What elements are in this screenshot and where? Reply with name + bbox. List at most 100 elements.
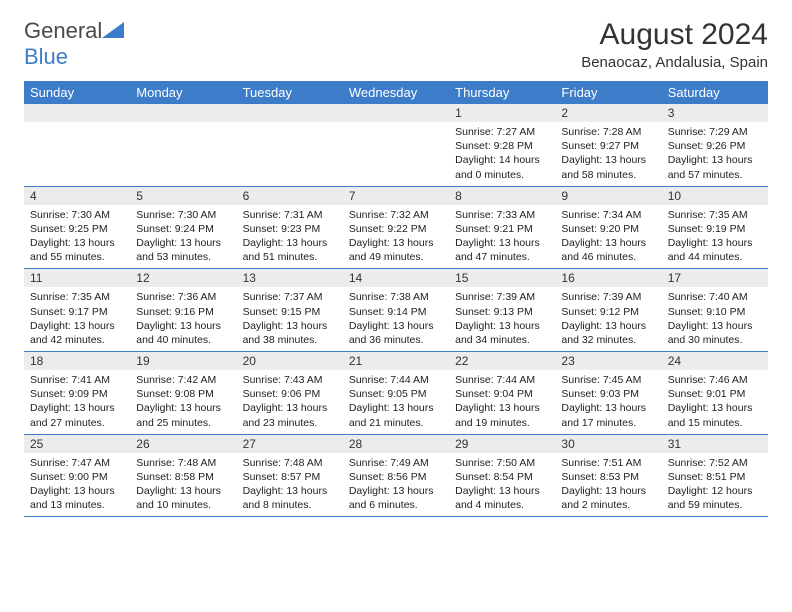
day-content: Sunrise: 7:38 AMSunset: 9:14 PMDaylight:… [343,287,449,351]
day-content: Sunrise: 7:39 AMSunset: 9:12 PMDaylight:… [555,287,661,351]
location-text: Benaocaz, Andalusia, Spain [581,54,768,71]
day-cell: Sunrise: 7:35 AMSunset: 9:17 PMDaylight:… [24,287,130,351]
day-content: Sunrise: 7:51 AMSunset: 8:53 PMDaylight:… [555,453,661,517]
day-content: Sunrise: 7:35 AMSunset: 9:19 PMDaylight:… [662,205,768,269]
day-content: Sunrise: 7:44 AMSunset: 9:05 PMDaylight:… [343,370,449,434]
day-content: Sunrise: 7:44 AMSunset: 9:04 PMDaylight:… [449,370,555,434]
day-number-cell: 14 [343,269,449,288]
day-cell: Sunrise: 7:48 AMSunset: 8:57 PMDaylight:… [237,453,343,517]
day-content: Sunrise: 7:31 AMSunset: 9:23 PMDaylight:… [237,205,343,269]
day-number-cell: 31 [662,434,768,453]
logo-text-gray: General [24,18,102,43]
day-number-cell: 4 [24,186,130,205]
day-number-cell: 23 [555,352,661,371]
day-cell: Sunrise: 7:31 AMSunset: 9:23 PMDaylight:… [237,205,343,269]
week-content-row: Sunrise: 7:35 AMSunset: 9:17 PMDaylight:… [24,287,768,351]
weekday-header: Thursday [449,81,555,104]
day-number-cell: 9 [555,186,661,205]
day-content: Sunrise: 7:52 AMSunset: 8:51 PMDaylight:… [662,453,768,517]
day-number-cell: 27 [237,434,343,453]
day-content: Sunrise: 7:39 AMSunset: 9:13 PMDaylight:… [449,287,555,351]
day-cell: Sunrise: 7:50 AMSunset: 8:54 PMDaylight:… [449,453,555,517]
header: General Blue August 2024 Benaocaz, Andal… [24,18,768,71]
month-title: August 2024 [581,18,768,52]
day-cell: Sunrise: 7:38 AMSunset: 9:14 PMDaylight:… [343,287,449,351]
day-number-row: 25262728293031 [24,434,768,453]
day-cell [237,122,343,186]
logo: General Blue [24,18,124,70]
day-content: Sunrise: 7:32 AMSunset: 9:22 PMDaylight:… [343,205,449,269]
day-number-cell: 13 [237,269,343,288]
day-cell: Sunrise: 7:41 AMSunset: 9:09 PMDaylight:… [24,370,130,434]
day-number-cell: 28 [343,434,449,453]
day-number-cell: 12 [130,269,236,288]
day-number-cell: 17 [662,269,768,288]
day-number-cell: 18 [24,352,130,371]
day-content: Sunrise: 7:35 AMSunset: 9:17 PMDaylight:… [24,287,130,351]
day-cell: Sunrise: 7:37 AMSunset: 9:15 PMDaylight:… [237,287,343,351]
day-cell [343,122,449,186]
day-number-cell: 11 [24,269,130,288]
calendar-table: SundayMondayTuesdayWednesdayThursdayFrid… [24,81,768,517]
day-number-cell: 5 [130,186,236,205]
day-content: Sunrise: 7:42 AMSunset: 9:08 PMDaylight:… [130,370,236,434]
day-number-cell: 21 [343,352,449,371]
day-cell: Sunrise: 7:49 AMSunset: 8:56 PMDaylight:… [343,453,449,517]
day-number-cell [237,104,343,122]
day-number-cell: 3 [662,104,768,122]
day-content: Sunrise: 7:45 AMSunset: 9:03 PMDaylight:… [555,370,661,434]
weekday-header: Friday [555,81,661,104]
day-cell: Sunrise: 7:47 AMSunset: 9:00 PMDaylight:… [24,453,130,517]
day-content: Sunrise: 7:50 AMSunset: 8:54 PMDaylight:… [449,453,555,517]
day-number-cell: 15 [449,269,555,288]
day-cell: Sunrise: 7:39 AMSunset: 9:13 PMDaylight:… [449,287,555,351]
day-cell: Sunrise: 7:39 AMSunset: 9:12 PMDaylight:… [555,287,661,351]
day-number-row: 11121314151617 [24,269,768,288]
day-number-row: 45678910 [24,186,768,205]
day-number-row: 18192021222324 [24,352,768,371]
day-cell [130,122,236,186]
day-cell: Sunrise: 7:44 AMSunset: 9:04 PMDaylight:… [449,370,555,434]
day-cell: Sunrise: 7:29 AMSunset: 9:26 PMDaylight:… [662,122,768,186]
day-number-cell: 8 [449,186,555,205]
day-cell: Sunrise: 7:52 AMSunset: 8:51 PMDaylight:… [662,453,768,517]
day-content: Sunrise: 7:40 AMSunset: 9:10 PMDaylight:… [662,287,768,351]
day-number-cell: 25 [24,434,130,453]
day-content: Sunrise: 7:48 AMSunset: 8:57 PMDaylight:… [237,453,343,517]
day-content: Sunrise: 7:30 AMSunset: 9:25 PMDaylight:… [24,205,130,269]
day-cell [24,122,130,186]
day-content: Sunrise: 7:36 AMSunset: 9:16 PMDaylight:… [130,287,236,351]
day-cell: Sunrise: 7:45 AMSunset: 9:03 PMDaylight:… [555,370,661,434]
day-cell: Sunrise: 7:32 AMSunset: 9:22 PMDaylight:… [343,205,449,269]
day-number-cell: 6 [237,186,343,205]
day-number-cell: 19 [130,352,236,371]
week-content-row: Sunrise: 7:41 AMSunset: 9:09 PMDaylight:… [24,370,768,434]
day-number-cell: 1 [449,104,555,122]
day-cell: Sunrise: 7:30 AMSunset: 9:25 PMDaylight:… [24,205,130,269]
week-content-row: Sunrise: 7:27 AMSunset: 9:28 PMDaylight:… [24,122,768,186]
day-number-cell: 7 [343,186,449,205]
day-cell: Sunrise: 7:48 AMSunset: 8:58 PMDaylight:… [130,453,236,517]
day-cell: Sunrise: 7:27 AMSunset: 9:28 PMDaylight:… [449,122,555,186]
week-content-row: Sunrise: 7:47 AMSunset: 9:00 PMDaylight:… [24,453,768,517]
day-cell: Sunrise: 7:34 AMSunset: 9:20 PMDaylight:… [555,205,661,269]
title-block: August 2024 Benaocaz, Andalusia, Spain [581,18,768,71]
day-content: Sunrise: 7:43 AMSunset: 9:06 PMDaylight:… [237,370,343,434]
day-number-cell [24,104,130,122]
day-content: Sunrise: 7:48 AMSunset: 8:58 PMDaylight:… [130,453,236,517]
day-content: Sunrise: 7:30 AMSunset: 9:24 PMDaylight:… [130,205,236,269]
day-content: Sunrise: 7:28 AMSunset: 9:27 PMDaylight:… [555,122,661,186]
day-number-row: 123 [24,104,768,122]
day-number-cell: 29 [449,434,555,453]
logo-text-blue: Blue [24,44,68,69]
day-cell: Sunrise: 7:46 AMSunset: 9:01 PMDaylight:… [662,370,768,434]
day-content: Sunrise: 7:47 AMSunset: 9:00 PMDaylight:… [24,453,130,517]
day-cell: Sunrise: 7:43 AMSunset: 9:06 PMDaylight:… [237,370,343,434]
day-cell: Sunrise: 7:42 AMSunset: 9:08 PMDaylight:… [130,370,236,434]
day-cell: Sunrise: 7:36 AMSunset: 9:16 PMDaylight:… [130,287,236,351]
day-content: Sunrise: 7:27 AMSunset: 9:28 PMDaylight:… [449,122,555,186]
day-cell: Sunrise: 7:30 AMSunset: 9:24 PMDaylight:… [130,205,236,269]
weekday-header: Monday [130,81,236,104]
day-cell: Sunrise: 7:44 AMSunset: 9:05 PMDaylight:… [343,370,449,434]
day-content: Sunrise: 7:33 AMSunset: 9:21 PMDaylight:… [449,205,555,269]
